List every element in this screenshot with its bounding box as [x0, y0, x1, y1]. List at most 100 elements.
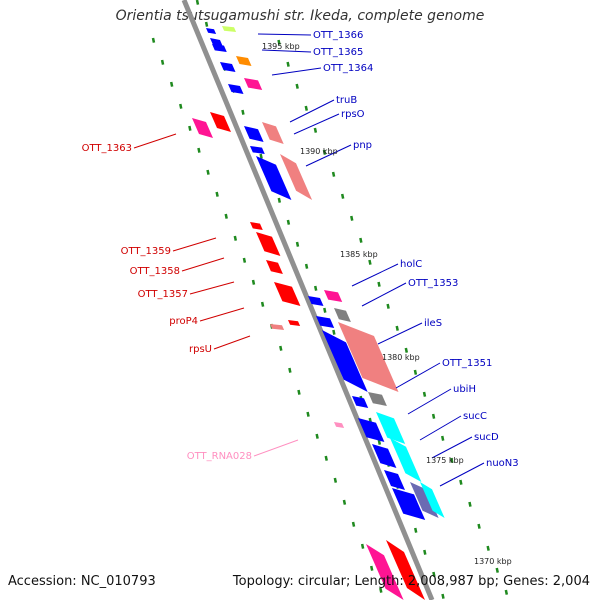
- scale-tick: [414, 527, 418, 533]
- scale-tick: [468, 501, 472, 507]
- scale-tick: [195, 0, 200, 5]
- scale-tick: [277, 39, 281, 45]
- scale-tick: [204, 21, 209, 27]
- gene-feature: [410, 482, 439, 518]
- gene-label-rpso: rpsO: [341, 109, 365, 120]
- scale-tick: [350, 215, 354, 221]
- gene-feature: [280, 154, 313, 200]
- gene-label-prop4: proP4: [169, 316, 198, 327]
- scale-tick: [431, 413, 436, 419]
- kbp-mark-1375-kbp: 1375 kbp: [426, 456, 464, 465]
- scale-tick: [333, 477, 338, 483]
- scale-tick: [504, 589, 509, 595]
- gene-feature: [262, 122, 284, 144]
- leader-line: [351, 263, 399, 287]
- gene-feature: [270, 324, 285, 330]
- gene-label-iles: ileS: [424, 318, 442, 329]
- genome-backbone: [181, 0, 435, 600]
- kbp-mark-1390-kbp: 1390 kbp: [300, 147, 338, 156]
- topology-summary: Topology: circular; Length: 2,008,987 bp…: [232, 574, 590, 589]
- leader-line: [419, 415, 462, 441]
- gene-label-ubih: ubiH: [453, 384, 476, 395]
- scale-tick: [404, 347, 409, 353]
- gene-feature: [192, 118, 213, 138]
- scale-tick: [286, 219, 291, 225]
- gene-feature: [236, 56, 252, 66]
- gene-feature: [244, 78, 263, 90]
- leader-line: [133, 133, 177, 149]
- scale-tick: [313, 127, 318, 133]
- leader-line: [181, 257, 225, 272]
- scale-tick: [377, 439, 382, 445]
- scale-tick: [242, 257, 247, 263]
- gene-feature: [256, 156, 292, 200]
- gene-label-ott-1351: OTT_1351: [442, 358, 492, 369]
- gene-label-ott-1353: OTT_1353: [408, 278, 458, 289]
- gene-feature: [376, 412, 406, 444]
- scale-tick: [413, 369, 418, 375]
- gene-feature: [222, 26, 237, 32]
- gene-label-rpsu: rpsU: [189, 344, 212, 355]
- leader-line: [305, 144, 352, 167]
- leader-line: [431, 436, 473, 459]
- gene-label-ott-1364: OTT_1364: [323, 63, 373, 74]
- scale-tick: [331, 171, 336, 177]
- gene-label-holc: holC: [400, 259, 422, 270]
- leader-line: [172, 237, 217, 252]
- gene-feature: [358, 418, 385, 442]
- gene-feature: [372, 444, 397, 468]
- gene-label-trub: truB: [336, 95, 357, 106]
- gene-feature: [256, 232, 281, 256]
- gene-feature: [420, 482, 445, 518]
- scale-tick: [323, 307, 327, 313]
- feature-layer: [192, 26, 445, 600]
- gene-label-pnp: pnp: [353, 140, 372, 151]
- gene-label-ott-1363: OTT_1363: [82, 143, 132, 154]
- kbp-mark-1370-kbp: 1370 kbp: [474, 557, 512, 566]
- gene-feature: [210, 112, 231, 132]
- gene-feature: [390, 438, 422, 482]
- scale-tick: [206, 169, 210, 175]
- scale-tick: [379, 587, 383, 593]
- map-title: Orientia tsutsugamushi str. Ikeda, compl…: [115, 8, 485, 24]
- gene-label-nuon3: nuoN3: [486, 458, 519, 469]
- leader-line: [293, 113, 340, 135]
- gene-feature: [220, 62, 236, 72]
- scale-tick: [224, 213, 228, 219]
- scale-tick: [441, 593, 445, 599]
- scale-tick: [215, 191, 219, 197]
- scale-tick: [304, 263, 309, 269]
- scale-tick: [495, 567, 499, 573]
- scale-tick: [322, 149, 327, 155]
- scale-tick: [486, 545, 490, 551]
- leader-line: [261, 49, 312, 53]
- leader-line: [257, 33, 312, 36]
- gene-feature: [228, 84, 244, 94]
- scale-tick: [251, 279, 256, 285]
- scale-tick: [459, 479, 463, 485]
- gene-feature: [308, 296, 324, 306]
- scale-tick: [332, 329, 336, 335]
- scale-tick: [160, 59, 165, 65]
- kbp-mark-1395-kbp: 1395 kbp: [262, 42, 300, 51]
- gene-feature: [334, 308, 351, 322]
- gene-feature: [366, 544, 404, 600]
- scale-tick: [279, 345, 283, 351]
- scale-tick: [370, 565, 374, 571]
- leader-line: [289, 99, 335, 123]
- scale-tick: [377, 281, 381, 287]
- gene-feature: [338, 322, 399, 392]
- leader-line: [199, 307, 245, 322]
- scale-tick: [324, 455, 328, 461]
- leader-line: [439, 462, 485, 487]
- scale-tick: [313, 285, 318, 291]
- gene-feature: [250, 222, 263, 230]
- scale-tick: [351, 521, 356, 527]
- scale-tick: [277, 197, 282, 203]
- scale-tick: [315, 433, 319, 439]
- scale-tick: [297, 389, 301, 395]
- scale-tick: [169, 81, 174, 87]
- scale-tick: [286, 61, 290, 67]
- scale-tick: [477, 523, 481, 529]
